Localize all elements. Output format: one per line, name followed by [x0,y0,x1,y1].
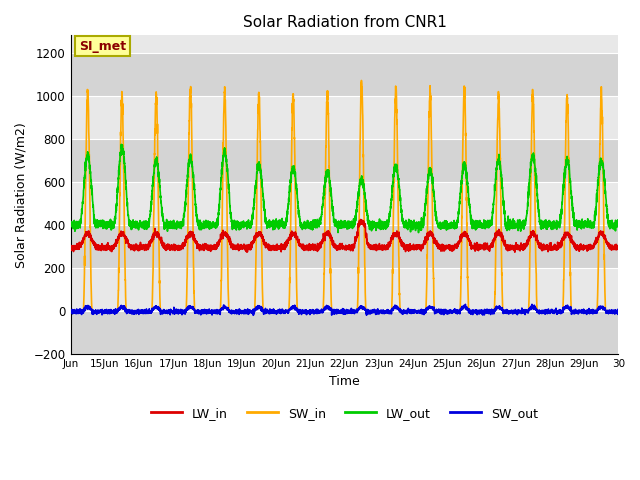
Bar [70,139,618,182]
Bar [70,225,618,268]
Bar [70,96,618,139]
Y-axis label: Solar Radiation (W/m2): Solar Radiation (W/m2) [15,122,28,267]
Bar [70,182,618,225]
Bar [70,53,618,96]
Legend: LW_in, SW_in, LW_out, SW_out: LW_in, SW_in, LW_out, SW_out [146,402,543,425]
X-axis label: Time: Time [329,374,360,387]
Title: Solar Radiation from CNR1: Solar Radiation from CNR1 [243,15,447,30]
Bar [70,311,618,354]
Text: SI_met: SI_met [79,40,126,53]
Bar [70,268,618,311]
